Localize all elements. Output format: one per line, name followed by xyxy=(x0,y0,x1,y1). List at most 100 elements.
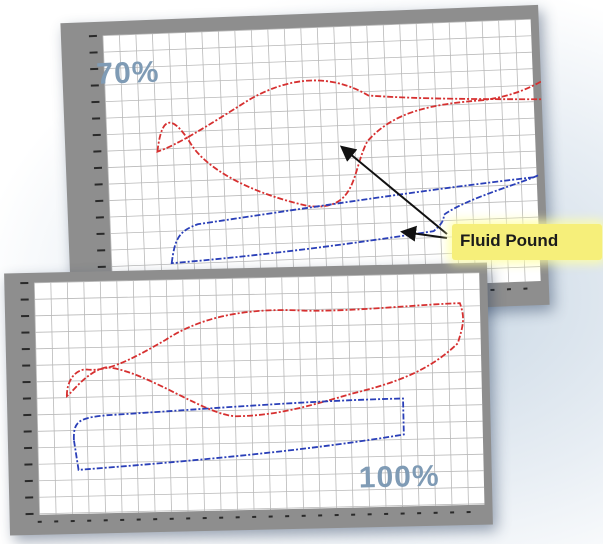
x-tick-mark xyxy=(54,520,59,523)
card-100-plot xyxy=(20,272,485,523)
grid-line-v xyxy=(217,31,229,294)
grid-line-h xyxy=(35,338,481,350)
x-tick-mark xyxy=(153,518,158,521)
grid-line-v xyxy=(215,278,222,511)
x-tick-mark xyxy=(384,512,389,515)
grid-line-v xyxy=(119,35,130,297)
load-curve-blue xyxy=(72,397,405,471)
x-tick-mark xyxy=(169,517,174,520)
grid-line-v xyxy=(135,34,147,297)
y-tick-mark xyxy=(25,496,34,499)
x-tick-mark xyxy=(87,519,92,522)
y-tick-mark xyxy=(24,479,33,483)
grid-line-v xyxy=(165,279,172,512)
grid-line-v xyxy=(198,279,205,512)
fluid-pound-callout xyxy=(452,224,602,260)
grid-line-h xyxy=(107,150,536,168)
y-tick-mark xyxy=(95,216,104,219)
fluid-pound-label: Fluid Pound xyxy=(460,231,559,250)
y-tick-mark xyxy=(94,183,103,186)
x-tick-mark xyxy=(103,519,108,522)
grid-line-v xyxy=(116,280,123,513)
y-tick-mark xyxy=(21,331,30,334)
x-tick-mark xyxy=(285,515,290,518)
grid-line-h xyxy=(108,167,537,185)
y-tick-mark xyxy=(93,150,102,153)
grid-line-v xyxy=(267,29,279,292)
grid-line-h xyxy=(38,437,483,449)
grid-line-v xyxy=(283,28,295,291)
grid-line-v xyxy=(184,32,196,295)
grid-line-h xyxy=(37,420,483,432)
y-tick-mark xyxy=(22,397,31,400)
x-tick-mark xyxy=(367,513,372,516)
x-tick-mark xyxy=(417,512,422,515)
y-tick-mark xyxy=(20,298,29,301)
grid-line-v xyxy=(50,282,57,515)
grid-line-v xyxy=(264,277,271,510)
grid-line-h xyxy=(38,453,484,465)
y-tick-mark xyxy=(25,512,34,516)
y-tick-mark xyxy=(22,380,31,384)
grid-line-v xyxy=(297,276,304,509)
grid-line-h xyxy=(106,117,535,135)
grid-line-h xyxy=(39,503,485,515)
y-tick-mark xyxy=(95,199,104,203)
grid-line-v xyxy=(132,280,139,513)
x-tick-mark xyxy=(506,288,511,291)
grid-line-v xyxy=(429,273,436,506)
grid-line-h xyxy=(38,470,484,482)
x-tick-mark xyxy=(37,520,42,523)
grid-line-v xyxy=(149,280,156,513)
percent-label: 70% xyxy=(95,55,161,91)
grid-line-v xyxy=(396,274,403,507)
x-tick-mark xyxy=(136,518,141,521)
grid-line-v xyxy=(248,277,255,510)
grid-line-v xyxy=(281,277,288,510)
x-tick-mark xyxy=(334,513,339,517)
y-tick-mark xyxy=(88,34,97,38)
grid-line-v xyxy=(151,33,163,296)
x-tick-mark xyxy=(466,510,471,514)
x-tick-mark xyxy=(301,514,306,517)
grid-line-v xyxy=(347,275,354,508)
grid-line-h xyxy=(105,84,534,103)
grid-line-v xyxy=(300,28,312,290)
x-tick-mark xyxy=(120,518,125,521)
y-tick-mark xyxy=(22,364,31,367)
axis-ticks xyxy=(20,281,471,523)
x-tick-mark xyxy=(523,287,528,290)
y-tick-mark xyxy=(21,347,30,351)
y-tick-mark xyxy=(24,463,33,466)
y-tick-mark xyxy=(90,84,99,87)
grid-line-v xyxy=(316,27,328,290)
grid-line-v xyxy=(99,281,106,514)
grid-line-v xyxy=(413,274,420,507)
grid-line-v xyxy=(446,273,453,506)
grid-line-v xyxy=(168,33,180,295)
plot-area xyxy=(34,272,485,515)
y-tick-mark xyxy=(23,413,32,417)
grid-line-v xyxy=(182,279,189,512)
x-tick-mark xyxy=(351,513,356,516)
grid-line-h xyxy=(110,216,539,234)
x-tick-mark xyxy=(219,516,224,519)
y-tick-mark xyxy=(23,430,32,433)
grid-line-h xyxy=(34,288,480,300)
y-tick-mark xyxy=(24,446,33,450)
x-tick-mark xyxy=(400,512,405,515)
grid-line-h xyxy=(34,272,480,284)
grid-line-v xyxy=(380,274,387,507)
grid-line-h xyxy=(37,404,483,416)
y-tick-mark xyxy=(91,100,100,104)
x-tick-mark xyxy=(433,511,438,514)
grid-line-h xyxy=(104,51,532,70)
grid-line-v xyxy=(234,30,246,293)
grid-line-h xyxy=(36,371,482,383)
load-curve-red xyxy=(156,71,550,208)
x-tick-mark xyxy=(186,517,191,520)
grid-line-h xyxy=(36,354,482,366)
y-tick-mark xyxy=(89,51,98,54)
grid-line-v xyxy=(231,278,238,511)
x-tick-mark xyxy=(318,514,323,517)
